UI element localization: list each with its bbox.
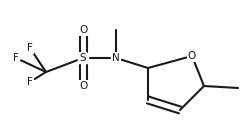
Text: S: S — [80, 53, 86, 63]
Text: N: N — [112, 53, 120, 63]
Text: F: F — [27, 77, 33, 87]
Text: O: O — [188, 51, 196, 61]
Text: O: O — [79, 25, 87, 35]
Text: F: F — [27, 43, 33, 53]
Text: F: F — [13, 53, 19, 63]
Text: O: O — [79, 81, 87, 91]
